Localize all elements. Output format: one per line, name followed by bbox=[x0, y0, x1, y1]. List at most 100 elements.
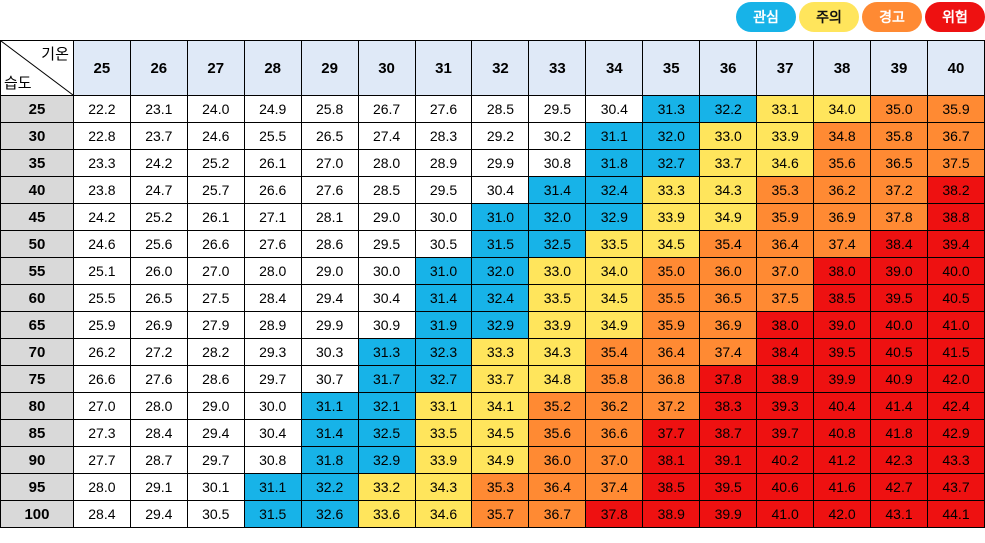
table-row: 80 27.0 28.0 29.0 30.0 31.1 32.1 33.1 34.1 35.2 36… bbox=[0, 392, 985, 420]
heat-index-cell: 35.8 bbox=[585, 365, 644, 393]
heat-index-cell: 24.0 bbox=[186, 95, 245, 123]
humidity-row-header: 50 bbox=[0, 230, 74, 258]
heat-index-cell: 42.3 bbox=[870, 446, 928, 474]
heat-index-cell: 32.2 bbox=[300, 473, 359, 501]
heat-index-cell: 30.4 bbox=[471, 176, 530, 204]
heat-index-cell: 39.7 bbox=[756, 419, 815, 447]
heat-index-cell: 37.5 bbox=[756, 284, 815, 312]
heat-index-cell: 32.9 bbox=[471, 311, 530, 339]
heat-index-cell: 32.4 bbox=[471, 284, 530, 312]
table-row: 60 25.5 26.5 27.5 28.4 29.4 30.4 31.4 32.4 33.5 34… bbox=[0, 284, 985, 312]
heat-index-cell: 41.0 bbox=[756, 500, 815, 528]
heat-index-cell: 41.0 bbox=[926, 311, 985, 339]
table-row: 75 26.6 27.6 28.6 29.7 30.7 31.7 32.7 33.7 34.8 35… bbox=[0, 365, 985, 393]
heat-index-cell: 42.7 bbox=[870, 473, 928, 501]
heat-index-cell: 26.5 bbox=[300, 122, 359, 150]
heat-index-cell: 34.3 bbox=[414, 473, 473, 501]
heat-index-cell: 28.0 bbox=[129, 392, 188, 420]
heat-index-cell: 30.3 bbox=[300, 338, 359, 366]
heat-index-cell: 34.0 bbox=[813, 95, 872, 123]
heat-index-cell: 33.6 bbox=[357, 500, 416, 528]
heat-index-cell: 37.8 bbox=[699, 365, 758, 393]
heat-index-cell: 37.2 bbox=[642, 392, 701, 420]
heat-index-cell: 31.4 bbox=[528, 176, 587, 204]
heat-index-cell: 25.9 bbox=[72, 311, 131, 339]
heat-index-cell: 36.4 bbox=[642, 338, 701, 366]
heat-index-cell: 38.3 bbox=[699, 392, 758, 420]
heat-index-cell: 27.0 bbox=[300, 149, 359, 177]
heat-index-cell: 29.0 bbox=[186, 392, 245, 420]
legend-pill: 관심 bbox=[736, 2, 796, 32]
heat-index-cell: 40.4 bbox=[813, 392, 872, 420]
temperature-column-header: 30 bbox=[357, 40, 416, 96]
table-row: 90 27.7 28.7 29.7 30.8 31.8 32.9 33.9 34.9 36.0 37… bbox=[0, 446, 985, 474]
heat-index-cell: 37.4 bbox=[813, 230, 872, 258]
heat-index-cell: 31.3 bbox=[357, 338, 416, 366]
legend-pill: 위험 bbox=[925, 2, 985, 32]
legend-pill: 주의 bbox=[799, 2, 859, 32]
heat-index-cell: 39.0 bbox=[813, 311, 872, 339]
heat-index-cell: 24.6 bbox=[186, 122, 245, 150]
heat-index-cell: 34.6 bbox=[756, 149, 815, 177]
heat-index-cell: 34.0 bbox=[585, 257, 644, 285]
temperature-column-header: 26 bbox=[129, 40, 188, 96]
heat-index-cell: 36.5 bbox=[870, 149, 928, 177]
heat-index-cell: 39.5 bbox=[870, 284, 928, 312]
temperature-column-header: 40 bbox=[926, 40, 985, 96]
heat-index-cell: 38.9 bbox=[756, 365, 815, 393]
heat-index-cell: 33.5 bbox=[528, 284, 587, 312]
heat-index-cell: 38.9 bbox=[642, 500, 701, 528]
heat-index-cell: 39.4 bbox=[926, 230, 985, 258]
heat-index-cell: 30.5 bbox=[186, 500, 245, 528]
heat-index-cell: 38.1 bbox=[642, 446, 701, 474]
heat-index-cell: 26.6 bbox=[72, 365, 131, 393]
heat-index-cell: 25.1 bbox=[72, 257, 131, 285]
heat-index-cell: 35.6 bbox=[813, 149, 872, 177]
heat-index-cell: 33.5 bbox=[585, 230, 644, 258]
heat-index-cell: 23.3 bbox=[72, 149, 131, 177]
corner-diagonal bbox=[1, 41, 73, 95]
heat-index-cell: 31.4 bbox=[300, 419, 359, 447]
heat-index-cell: 36.2 bbox=[585, 392, 644, 420]
humidity-row-header: 65 bbox=[0, 311, 74, 339]
table-row: 40 23.8 24.7 25.7 26.6 27.6 28.5 29.5 30.4 31.4 32… bbox=[0, 176, 985, 204]
heat-index-cell: 35.9 bbox=[642, 311, 701, 339]
heat-index-cell: 42.0 bbox=[926, 365, 985, 393]
heat-index-cell: 44.1 bbox=[926, 500, 985, 528]
heat-index-cell: 32.9 bbox=[585, 203, 644, 231]
heat-index-cell: 31.5 bbox=[471, 230, 530, 258]
table-row: 85 27.3 28.4 29.4 30.4 31.4 32.5 33.5 34.5 35.6 36… bbox=[0, 419, 985, 447]
heat-index-cell: 26.1 bbox=[243, 149, 302, 177]
heat-index-cell: 43.1 bbox=[870, 500, 928, 528]
humidity-axis-label: 습도 bbox=[4, 75, 32, 92]
heat-index-cell: 33.9 bbox=[414, 446, 473, 474]
heat-index-cell: 34.5 bbox=[642, 230, 701, 258]
heat-index-cell: 30.0 bbox=[357, 257, 416, 285]
heat-index-cell: 35.9 bbox=[926, 95, 985, 123]
heat-index-cell: 37.4 bbox=[585, 473, 644, 501]
heat-index-cell: 35.2 bbox=[528, 392, 587, 420]
heat-index-cell: 29.5 bbox=[528, 95, 587, 123]
temperature-column-header: 25 bbox=[72, 40, 131, 96]
heat-index-cell: 40.2 bbox=[756, 446, 815, 474]
heat-index-cell: 39.5 bbox=[813, 338, 872, 366]
heat-index-cell: 34.8 bbox=[813, 122, 872, 150]
heat-index-cell: 26.1 bbox=[186, 203, 245, 231]
heat-index-cell: 37.8 bbox=[870, 203, 928, 231]
heat-index-cell: 25.6 bbox=[129, 230, 188, 258]
heat-index-cell: 27.6 bbox=[414, 95, 473, 123]
heat-index-cell: 41.4 bbox=[870, 392, 928, 420]
heat-index-cell: 25.7 bbox=[186, 176, 245, 204]
heat-index-cell: 32.5 bbox=[357, 419, 416, 447]
heat-index-cell: 36.6 bbox=[585, 419, 644, 447]
heat-index-cell: 32.6 bbox=[300, 500, 359, 528]
heat-index-cell: 30.5 bbox=[414, 230, 473, 258]
heat-index-cell: 32.3 bbox=[414, 338, 473, 366]
table-corner-header: 기온 습도 bbox=[0, 40, 74, 96]
heat-index-cell: 31.9 bbox=[414, 311, 473, 339]
humidity-row-header: 70 bbox=[0, 338, 74, 366]
heat-index-cell: 31.1 bbox=[243, 473, 302, 501]
heat-index-cell: 28.1 bbox=[300, 203, 359, 231]
heat-index-cell: 32.7 bbox=[642, 149, 701, 177]
humidity-row-header: 55 bbox=[0, 257, 74, 285]
